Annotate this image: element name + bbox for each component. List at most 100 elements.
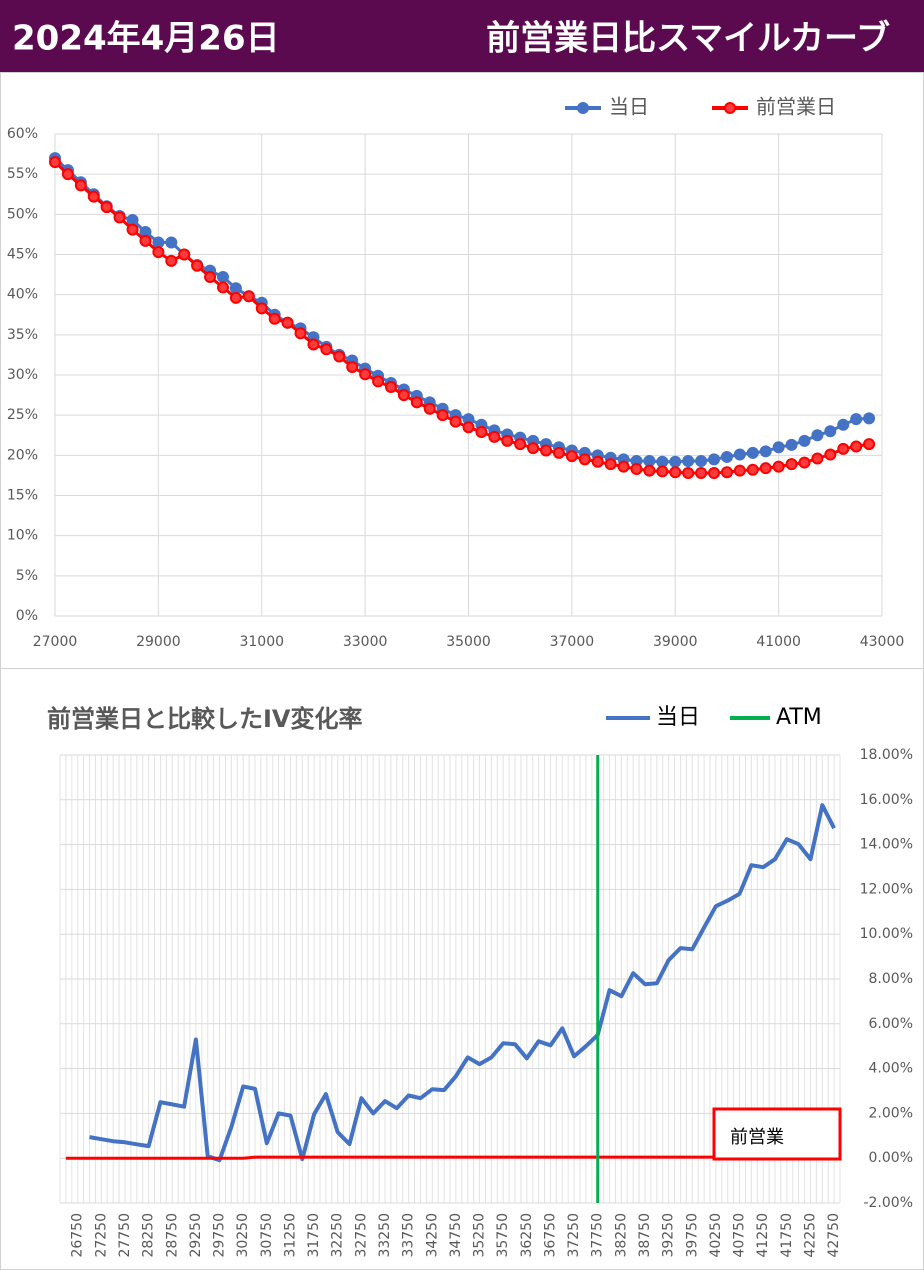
x-tick-label: 42250 <box>802 1213 818 1258</box>
x-tick-label: 42750 <box>826 1213 842 1258</box>
point <box>785 458 798 471</box>
point <box>255 302 268 315</box>
point <box>527 442 540 455</box>
point <box>87 190 100 203</box>
point <box>242 290 255 303</box>
point <box>785 438 798 451</box>
x-tick-label: 29000 <box>136 634 181 650</box>
point <box>139 234 152 247</box>
point <box>178 248 191 261</box>
point <box>74 179 87 192</box>
x-tick-label: 28250 <box>141 1213 157 1258</box>
y-tick-label: 12.00% <box>860 881 913 897</box>
point <box>656 455 669 468</box>
x-tick-label: 35750 <box>495 1213 511 1258</box>
legend-label: 当日 <box>656 705 700 730</box>
x-tick-label: 40250 <box>708 1213 724 1258</box>
point <box>49 156 61 169</box>
point <box>540 444 553 457</box>
header-title: 前営業日比スマイルカーブ <box>486 19 890 59</box>
x-tick-label: 37750 <box>590 1213 606 1258</box>
point <box>695 467 708 480</box>
point <box>772 441 785 454</box>
x-tick-label: 36250 <box>519 1213 535 1258</box>
point <box>216 270 229 283</box>
point <box>811 429 824 442</box>
x-tick-label: 36750 <box>542 1213 558 1258</box>
y-tick-label: 40% <box>7 287 38 303</box>
point <box>837 442 850 455</box>
point <box>449 415 462 428</box>
x-tick-label: 33000 <box>343 634 388 650</box>
point <box>695 454 708 467</box>
y-tick-label: 50% <box>7 206 38 222</box>
point <box>294 327 307 340</box>
point <box>397 389 410 402</box>
header-date: 2024年4月26日 <box>12 19 280 59</box>
point <box>850 413 863 426</box>
x-tick-label: 34750 <box>448 1213 464 1258</box>
y-tick-label: 2.00% <box>869 1105 913 1121</box>
point <box>61 168 74 181</box>
point <box>720 466 733 479</box>
point <box>643 464 656 477</box>
point <box>333 350 346 363</box>
point <box>733 448 746 461</box>
point <box>488 430 501 443</box>
y-tick-label: 18.00% <box>860 747 913 763</box>
point <box>191 259 204 272</box>
point <box>462 421 475 434</box>
point <box>372 375 385 388</box>
legend-label: 当日 <box>609 95 649 119</box>
x-tick-label: 31750 <box>306 1213 322 1258</box>
point <box>100 201 113 214</box>
point <box>346 360 359 373</box>
x-tick-label: 43000 <box>860 634 905 650</box>
x-tick-label: 29250 <box>188 1213 204 1258</box>
series-line <box>53 161 870 475</box>
point <box>359 368 372 381</box>
x-tick-label: 37250 <box>566 1213 582 1258</box>
x-tick-label: 35250 <box>472 1213 488 1258</box>
x-tick-label: 41250 <box>755 1213 771 1258</box>
legend-swatch <box>724 102 736 114</box>
x-tick-label: 35000 <box>446 634 491 650</box>
header-bar <box>0 0 924 72</box>
point <box>152 236 165 249</box>
point <box>746 446 759 459</box>
legend-label: 前営業 <box>730 1127 784 1148</box>
x-tick-label: 41000 <box>756 634 801 650</box>
y-tick-label: 16.00% <box>860 792 913 808</box>
point <box>165 236 178 249</box>
point <box>863 412 876 425</box>
point <box>837 418 850 431</box>
x-tick-label: 33750 <box>401 1213 417 1258</box>
y-tick-label: 0.00% <box>869 1150 913 1166</box>
y-tick-label: 30% <box>7 367 38 383</box>
legend-label: ATM <box>776 705 822 730</box>
point <box>552 446 565 459</box>
y-tick-label: 5% <box>16 568 38 584</box>
point <box>630 462 643 475</box>
y-tick-label: 45% <box>7 247 38 263</box>
point <box>268 312 281 325</box>
point <box>682 467 695 480</box>
point <box>126 223 139 236</box>
x-tick-label: 40750 <box>732 1213 748 1258</box>
panel <box>0 72 924 669</box>
y-tick-label: 8.00% <box>869 971 913 987</box>
y-tick-label: 10.00% <box>860 926 913 942</box>
point <box>604 458 617 471</box>
x-tick-label: 38250 <box>613 1213 629 1258</box>
x-tick-label: 27000 <box>33 634 78 650</box>
y-tick-label: 0% <box>16 608 38 624</box>
point <box>759 445 772 458</box>
point <box>682 454 695 467</box>
x-tick-label: 32750 <box>353 1213 369 1258</box>
x-tick-label: 39750 <box>684 1213 700 1258</box>
point <box>204 270 217 283</box>
y-tick-label: 14.00% <box>860 837 913 853</box>
point <box>617 460 630 473</box>
